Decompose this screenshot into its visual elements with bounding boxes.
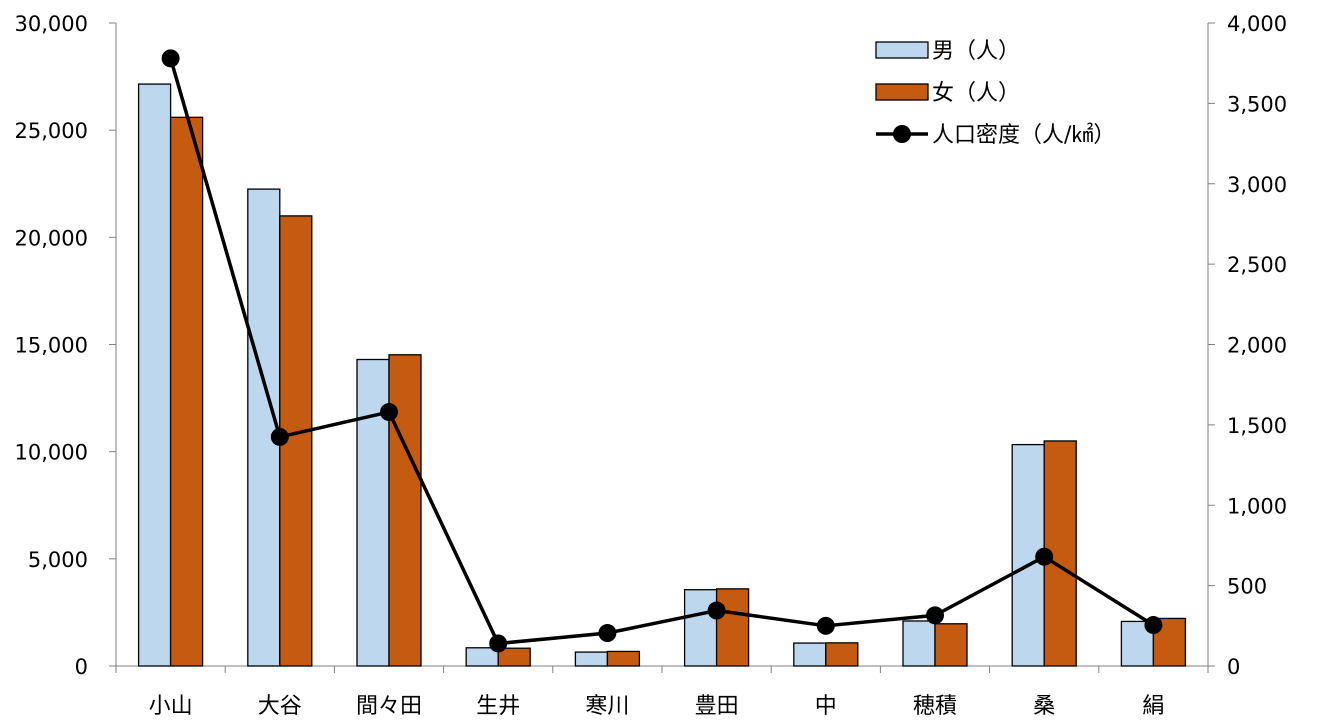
y-right-tick-label: 2,000 [1227,334,1287,358]
density-point [1035,547,1054,566]
density-point [926,606,944,625]
density-point [816,616,835,635]
x-category-label: 桑 [1033,694,1055,719]
y-left-tick-label: 30,000 [15,12,88,36]
y-right-tick-label: 0 [1227,655,1240,679]
x-category-label: 絹 [1142,694,1164,719]
bar-male [902,620,936,667]
y-left-tick-label: 10,000 [15,441,88,465]
y-right-tick-label: 3,000 [1227,173,1287,197]
density-point [1144,616,1163,635]
y-left-tick-label: 25,000 [15,119,88,143]
x-category-label: 大谷 [258,694,302,719]
bar-female [934,623,968,667]
density-point [598,624,617,643]
density-point [380,403,398,422]
y-left-tick-label: 0 [75,655,88,679]
y-right-tick-label: 4,000 [1227,12,1287,36]
bar-female [497,647,531,667]
density-point [270,427,289,446]
bar-female [1152,617,1187,667]
bar-male [683,589,718,667]
legend-label: 男（人） [932,39,1020,64]
bar-male [793,642,827,667]
y-right-tick-label: 3,500 [1227,92,1287,116]
bar-female [825,642,859,667]
y-left-tick-label: 15,000 [15,334,88,358]
legend-label: 人口密度（人/㎢） [932,122,1115,148]
y-left-tick-label: 20,000 [15,226,88,250]
bar-male [137,83,172,667]
x-category-label: 豊田 [695,694,739,719]
bar-male [247,188,281,667]
bar-female [169,116,204,667]
density-point [707,601,726,620]
x-category-label: 中 [815,694,837,719]
legend-swatch-male [875,41,929,59]
x-category-label: 生井 [476,694,520,719]
legend: 男（人） 女（人） 人口密度（人/㎢） [875,39,1115,148]
x-category-label: 穂積 [913,694,957,719]
y-right-tick-label: 1,000 [1227,494,1287,518]
y-right-tick-label: 1,500 [1227,414,1287,438]
density-point [161,49,180,68]
x-category-label: 間々田 [356,694,422,719]
density-line-path [168,57,1155,646]
y-right-tick-label: 500 [1227,575,1267,599]
bar-female [606,650,641,667]
bar-male [574,651,609,667]
bar-female [715,588,750,667]
density-line [161,49,1163,653]
bar-female [388,354,422,667]
legend-swatch-female [875,83,929,101]
y-left-tick-label: 5,000 [28,548,88,572]
y-right-tick-label: 2,500 [1227,253,1287,277]
bars [137,83,1187,667]
density-point [489,634,508,653]
x-category-label: 小山 [149,694,193,719]
legend-swatch-marker [893,125,911,143]
legend-label: 女（人） [932,81,1020,106]
x-category-label: 寒川 [585,694,629,719]
axes: 0 5,000 10,000 15,000 20,000 25,000 30,000 0 500… [15,12,1288,719]
